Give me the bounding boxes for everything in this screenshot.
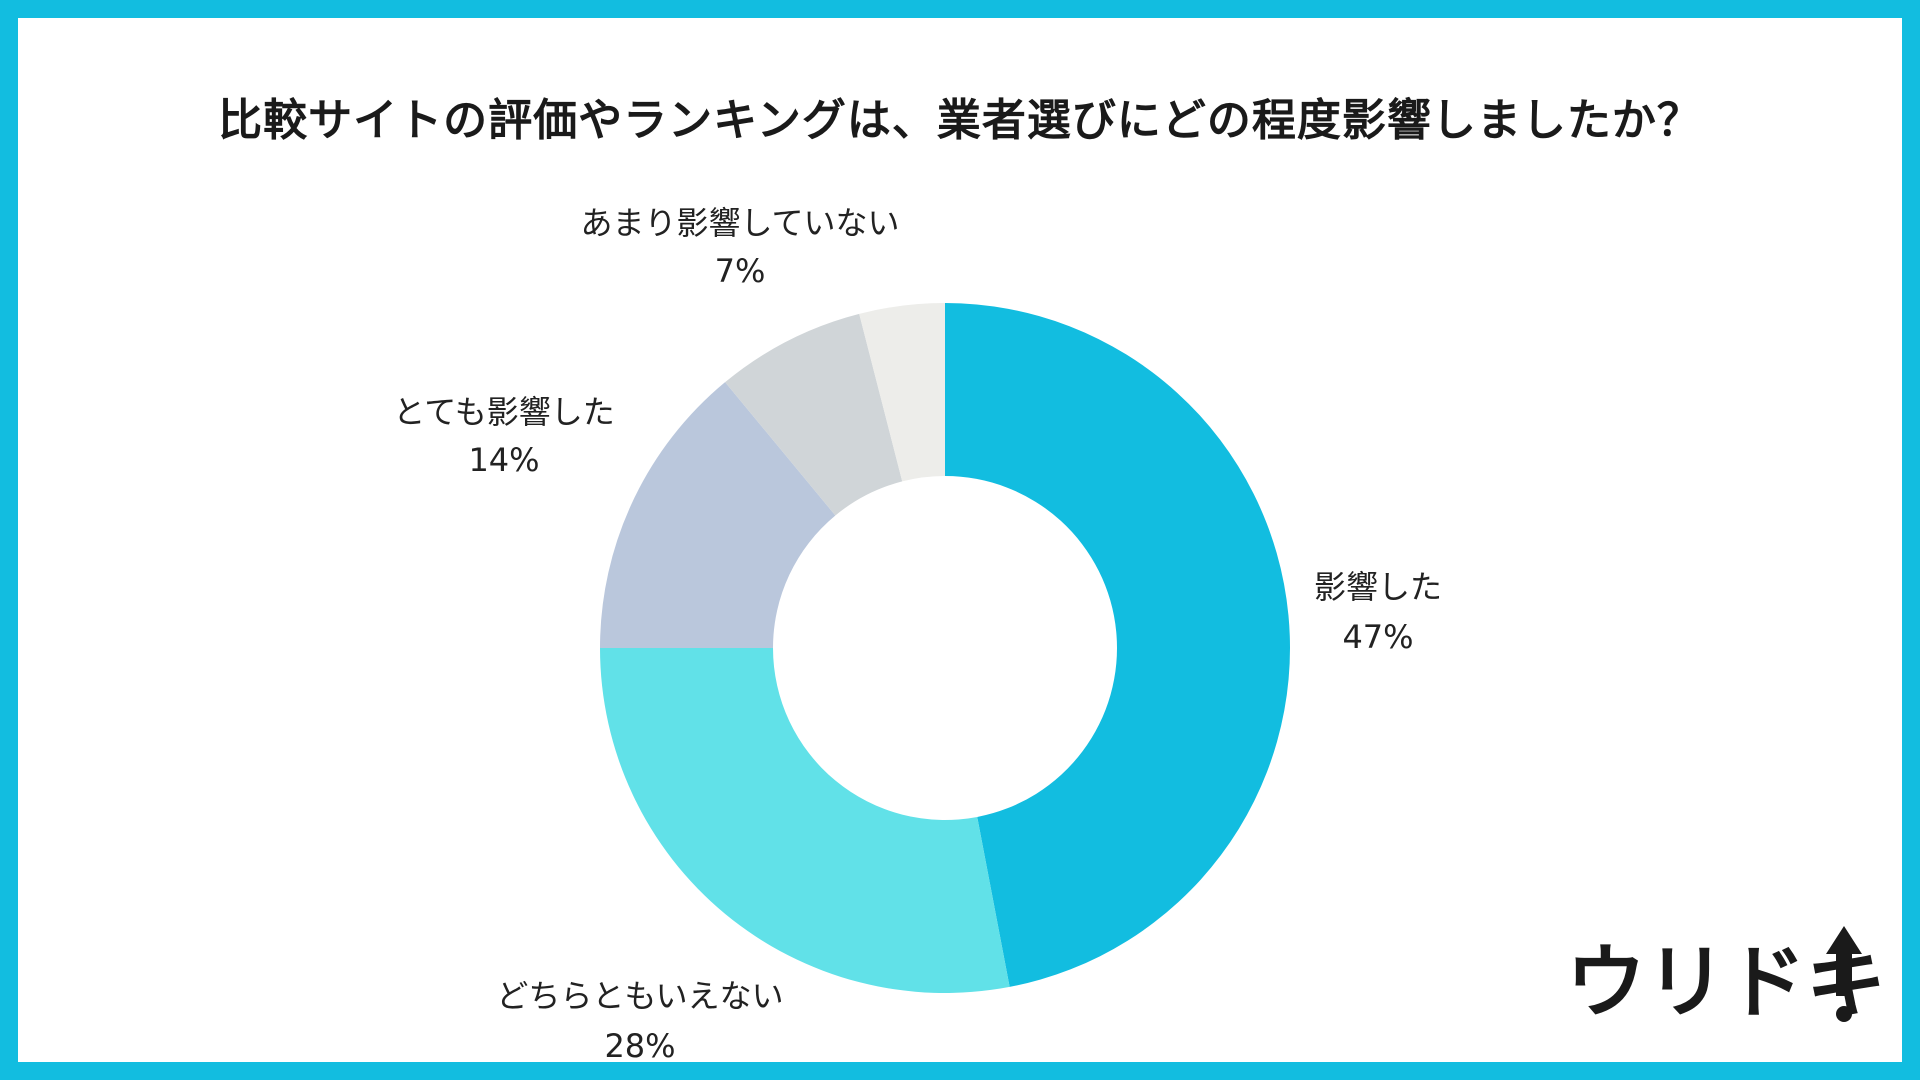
slice-label: とても影響した [393,393,614,431]
slice-label: 影響した [1314,568,1442,606]
slice-label: あまり影響していない [580,204,899,242]
slice-percent-label: 14% [468,441,539,479]
donut-slices [600,303,1291,993]
chart-title: 比較サイトの評価やランキングは、業者選びにどの程度影響しましたか？ [218,95,1702,146]
slice-labels: 影響した 47% どちらともいえない 28% とても影響した 14% あまり影響していない 7… [393,204,1442,1065]
donut-slice-3 [600,382,836,648]
slice-percent-label: 47% [1342,618,1413,656]
donut-slice-5 [859,303,945,482]
slice-percent-label: 28% [604,1027,675,1065]
uridoki-logo: ウリドキ [1566,926,1882,1029]
donut-slice-1 [945,303,1291,987]
slice-label: どちらともいえない [496,977,783,1015]
slice-percent-label: 7% [715,252,766,290]
arrow-up-icon [1826,926,1862,1022]
donut-slice-2 [600,648,1010,993]
donut-slice-4 [725,313,903,516]
